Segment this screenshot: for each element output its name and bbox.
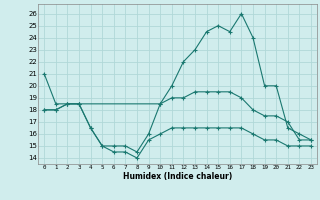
X-axis label: Humidex (Indice chaleur): Humidex (Indice chaleur) (123, 172, 232, 181)
